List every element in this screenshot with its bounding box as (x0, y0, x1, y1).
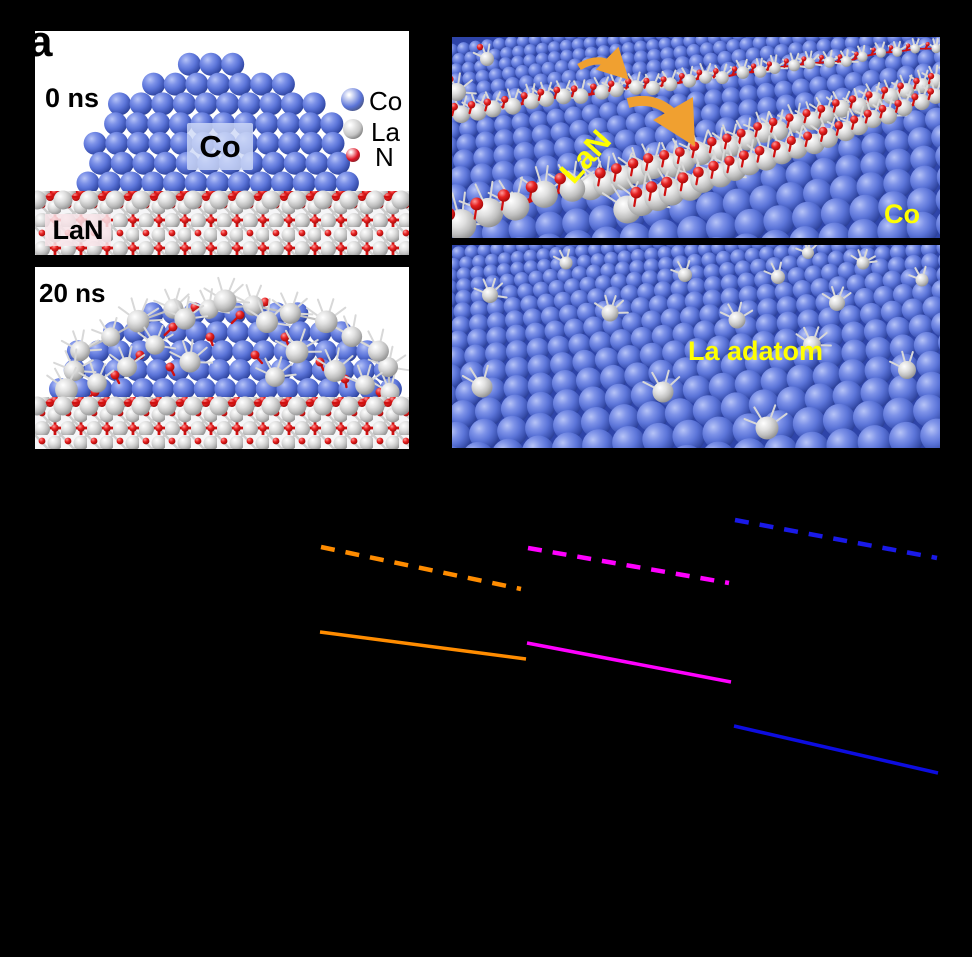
panel-b-lan-rows-on-co: LaN Co (452, 37, 940, 238)
chart-line-middle-dashed (527, 545, 730, 586)
legend-swatch-n-icon (346, 148, 360, 162)
panel-a-snapshot-20ns: 20 ns (35, 267, 409, 449)
legend-swatch-la-icon (343, 119, 363, 139)
diffusion-arrow-large (626, 95, 696, 147)
chart-line-left-solid (319, 630, 527, 661)
legend-swatch-co-icon (341, 88, 364, 111)
legend-label-co: Co (369, 86, 403, 116)
co-surface-label: Co (884, 199, 920, 229)
md-render-lan-chains (452, 37, 940, 238)
panel-a-snapshot-0ns: 0 ns Co LaN Co La N (35, 31, 409, 255)
la-adatom-label: La adatom (688, 336, 824, 366)
lan-substrate-label: LaN (45, 214, 111, 246)
panel-letter: a (28, 17, 53, 66)
chart-line-right-solid (733, 724, 939, 775)
chart-line-right-dashed (734, 517, 938, 561)
chart-line-left-dashed (320, 544, 522, 592)
panel-b-la-adatoms-on-co: La adatom (452, 245, 940, 448)
time-label-20ns: 20 ns (39, 278, 106, 308)
chart-line-middle-solid (526, 641, 732, 684)
md-render-la-adatoms (452, 245, 940, 448)
diffusion-arrow-small (577, 46, 629, 80)
co-cluster-label: Co (187, 123, 253, 170)
legend-label-n: N (375, 142, 394, 172)
md-render-co-cluster-on-lan (35, 52, 409, 255)
md-render-mixed-cluster (35, 276, 409, 449)
time-label-0ns: 0 ns (45, 83, 100, 113)
legend-label-la: La (371, 117, 400, 147)
